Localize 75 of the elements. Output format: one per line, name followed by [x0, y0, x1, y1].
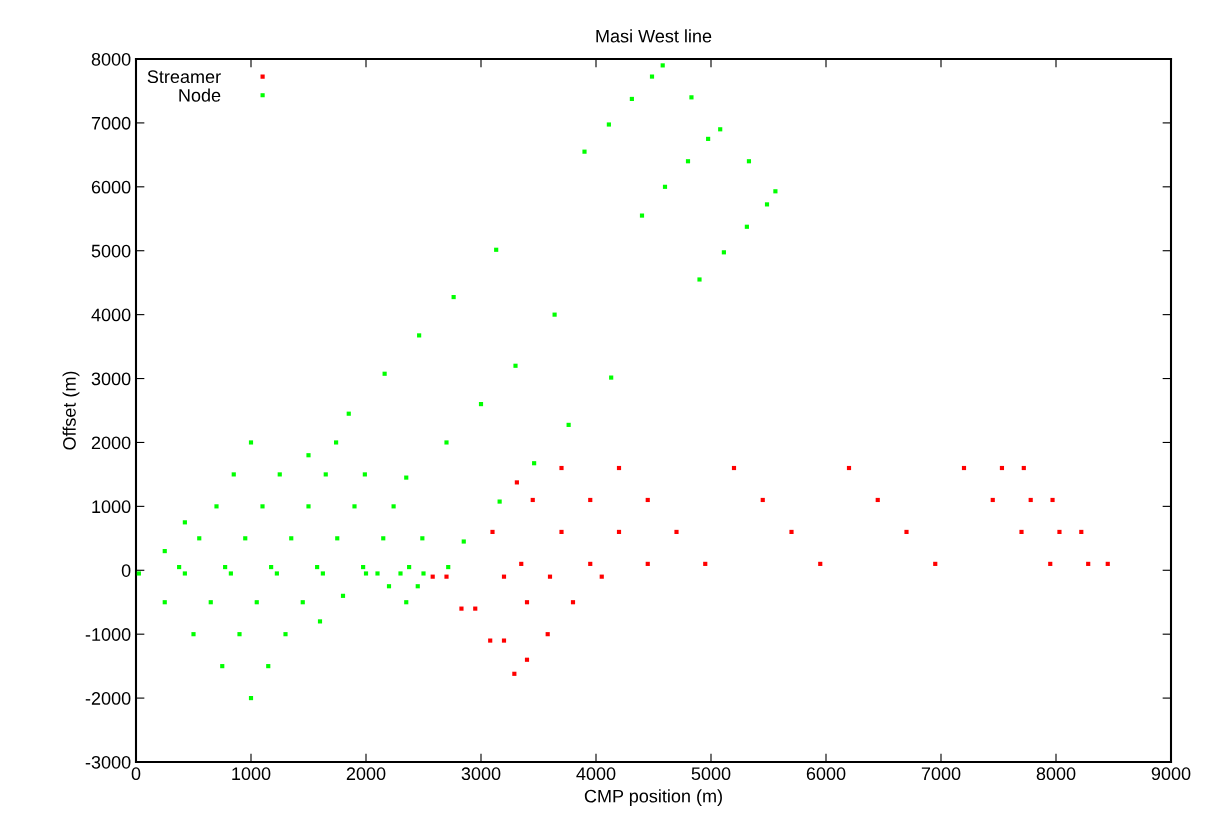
point: [530, 497, 535, 503]
x-axis-title: CMP position (m): [584, 789, 722, 807]
point: [524, 600, 530, 605]
y-tick-label: -1000: [85, 628, 131, 641]
point: [1057, 529, 1062, 535]
y-tick-label: 0: [121, 564, 131, 577]
point: [545, 632, 550, 637]
point: [961, 465, 967, 471]
point: [1079, 529, 1084, 535]
point: [760, 497, 765, 503]
point: [703, 561, 708, 566]
point: [904, 529, 909, 535]
point: [731, 465, 737, 471]
point: [559, 529, 564, 535]
point: [846, 465, 852, 471]
point: [1086, 561, 1091, 566]
y-tick-label: -3000: [85, 755, 131, 769]
point: [430, 574, 435, 579]
point: [524, 657, 530, 662]
y-tick-label: -2000: [85, 692, 131, 705]
y-axis-title: Offset (m): [62, 371, 80, 450]
point: [933, 561, 938, 566]
point: [512, 671, 517, 676]
y-tick-label: 4000: [91, 308, 131, 322]
y-tick-label: 2000: [91, 436, 131, 450]
point: [645, 497, 650, 503]
chart-title: Masi West line: [596, 29, 712, 43]
y-tick-label: 3000: [91, 372, 131, 386]
y-tick-label: 6000: [91, 180, 131, 194]
point: [570, 600, 576, 605]
point: [490, 529, 495, 535]
point: [444, 574, 449, 579]
x-tick-label: 5000: [691, 767, 731, 781]
point: [599, 574, 604, 579]
point: [501, 574, 507, 579]
point: [459, 606, 464, 611]
x-tick-label: 6000: [806, 767, 846, 781]
point: [1028, 497, 1033, 503]
legend-label: Node: [179, 88, 221, 102]
point: [501, 638, 507, 643]
y-tick-label: 5000: [91, 244, 131, 258]
point: [1021, 465, 1026, 471]
point: [488, 638, 493, 643]
point: [519, 561, 524, 566]
point: [559, 465, 564, 471]
point: [990, 497, 995, 503]
point: [588, 561, 593, 566]
point: [473, 606, 478, 611]
x-tick-label: 2000: [346, 767, 386, 781]
x-tick-label: 0: [131, 767, 141, 781]
x-tick-label: 3000: [461, 767, 501, 781]
x-tick-label: 9000: [1151, 767, 1191, 781]
point: [616, 465, 622, 471]
point: [789, 529, 794, 535]
point: [514, 480, 519, 485]
x-tick-label: 1000: [232, 767, 271, 781]
point: [1019, 529, 1024, 535]
x-tick-label: 4000: [576, 767, 616, 781]
legend-label: Streamer: [147, 70, 221, 84]
point: [616, 529, 622, 535]
point: [674, 529, 679, 535]
y-tick-label: 8000: [91, 52, 131, 66]
point: [875, 497, 880, 503]
point: [1105, 561, 1110, 566]
x-tick-label: 8000: [1036, 767, 1076, 781]
point: [1050, 497, 1055, 503]
point: [547, 574, 553, 579]
point: [818, 561, 823, 566]
point: [588, 497, 593, 503]
point: [1048, 561, 1053, 566]
y-tick-label: 7000: [91, 116, 131, 130]
y-tick-label: 1000: [92, 500, 131, 514]
point: [999, 465, 1005, 471]
point: [645, 561, 650, 566]
x-tick-label: 7000: [921, 767, 961, 781]
